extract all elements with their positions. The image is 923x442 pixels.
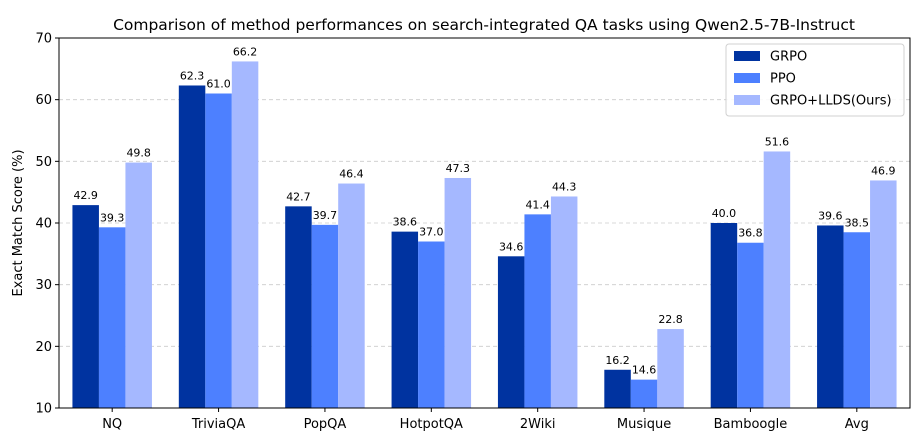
bar <box>391 231 419 408</box>
bar-value-label: 46.9 <box>871 164 896 177</box>
legend-entry-label: PPO <box>770 72 796 87</box>
bar-value-label: 44.3 <box>552 180 577 193</box>
y-tick-label: 40 <box>35 217 52 232</box>
y-tick-label: 60 <box>35 93 52 108</box>
legend-swatch <box>734 51 760 61</box>
bar-value-label: 39.3 <box>100 211 125 224</box>
bar <box>444 177 472 408</box>
bar-value-label: 38.6 <box>393 216 418 229</box>
bar-value-label: 38.5 <box>845 216 870 229</box>
x-tick-label: Avg <box>845 417 869 432</box>
bar-value-label: 51.6 <box>765 135 790 148</box>
bar-value-label: 36.8 <box>738 227 763 240</box>
bar <box>125 162 152 408</box>
bar-value-label: 40.0 <box>712 207 737 220</box>
bar-value-label: 42.9 <box>73 189 98 202</box>
legend-entry-label: GRPO+LLDS(Ours) <box>770 94 892 109</box>
bar <box>72 205 99 408</box>
bar-labels-layer: 42.939.3 49.8 62.361.0 66.2 42.739.7 46.4 38.6… <box>73 45 895 376</box>
bar <box>338 183 365 408</box>
x-axis: NQ TriviaQA PopQA HotpotQA 2Wiki Musique Bambo… <box>102 408 869 432</box>
bar-value-label: 14.6 <box>632 364 657 377</box>
y-tick-label: 20 <box>35 340 52 355</box>
bar <box>843 232 871 408</box>
bar-value-label: 16.2 <box>605 354 630 367</box>
bar-value-label: 22.8 <box>658 313 683 326</box>
chart-title: Comparison of method performances on sea… <box>113 16 855 34</box>
bar-value-label: 46.4 <box>339 168 364 181</box>
bar <box>497 256 525 408</box>
bar <box>763 151 791 408</box>
x-tick-label: Musique <box>617 417 671 432</box>
bar <box>231 61 259 408</box>
bar-value-label: 61.0 <box>206 78 231 91</box>
legend-swatch <box>734 95 760 105</box>
bar <box>285 206 312 408</box>
bar <box>524 214 551 408</box>
bar <box>870 180 897 408</box>
bar <box>311 224 339 408</box>
x-tick-label: 2Wiki <box>520 417 556 432</box>
bar <box>205 93 232 408</box>
bar-value-label: 39.7 <box>313 209 338 222</box>
bar <box>737 242 764 408</box>
bar <box>418 241 445 408</box>
y-tick-label: 30 <box>35 278 52 293</box>
bar-value-label: 41.4 <box>525 198 550 211</box>
bar-value-label: 49.8 <box>126 147 151 160</box>
bar-value-label: 39.6 <box>818 209 843 222</box>
bar <box>817 225 844 408</box>
y-axis-label: Exact Match Score (%) <box>11 149 26 296</box>
bar-value-label: 34.6 <box>499 240 524 253</box>
bar <box>178 85 206 408</box>
legend-entry-label: GRPO <box>770 50 807 65</box>
x-tick-label: Bamboogle <box>714 417 788 432</box>
bar <box>98 227 126 408</box>
legend-swatch <box>734 73 760 83</box>
legend-box <box>725 43 905 117</box>
bar-value-label: 62.3 <box>180 69 205 82</box>
x-tick-label: PopQA <box>304 417 347 432</box>
bar <box>710 223 738 408</box>
bars-layer <box>72 61 897 408</box>
y-tick-label: 70 <box>35 32 52 47</box>
bar <box>630 379 658 408</box>
bar <box>550 196 578 408</box>
y-axis: 10 20 30 40 50 60 70 <box>35 32 59 417</box>
bar-value-label: 42.7 <box>286 190 311 203</box>
bar <box>604 369 631 408</box>
y-tick-label: 10 <box>35 402 52 417</box>
bar-value-label: 37.0 <box>419 226 444 239</box>
x-tick-label: NQ <box>102 417 122 432</box>
bar-value-label: 47.3 <box>446 162 471 175</box>
bar <box>657 329 684 408</box>
x-tick-label: HotpotQA <box>400 417 463 432</box>
legend: GRPO PPO GRPO+LLDS(Ours) <box>725 43 905 117</box>
x-tick-label: TriviaQA <box>191 417 245 432</box>
bar-value-label: 66.2 <box>233 45 258 58</box>
y-tick-label: 50 <box>35 155 52 170</box>
